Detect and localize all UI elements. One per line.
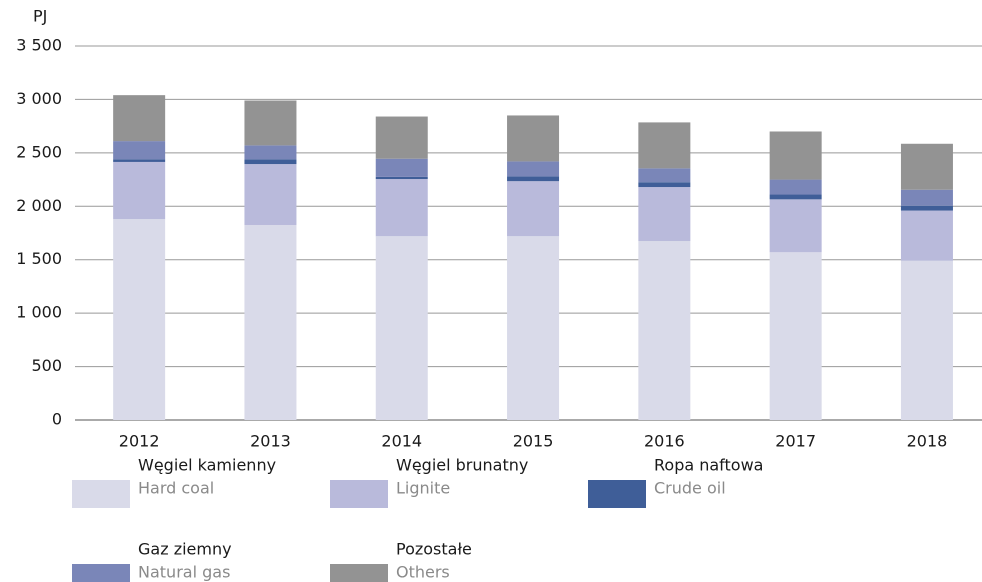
legend-swatch (72, 564, 130, 582)
legend-swatch (72, 480, 130, 508)
bar-segment (769, 194, 822, 200)
bar-segment (244, 145, 297, 160)
bar-segment (507, 181, 560, 237)
x-tick-label: 2018 (907, 432, 948, 451)
legend-label-en: Natural gas (138, 563, 230, 582)
x-tick-label: 2016 (644, 432, 685, 451)
bar-segment (900, 205, 953, 211)
legend-label-en: Hard coal (138, 479, 214, 498)
bar-segment (638, 168, 691, 183)
bar-segment (113, 95, 166, 142)
legend-swatch (588, 480, 646, 508)
legend-label: Pozostałe (396, 540, 472, 559)
bar-segment (113, 219, 166, 420)
legend-label-en: Lignite (396, 479, 450, 498)
bar-segment (244, 224, 297, 420)
legend-label: Węgiel brunatny (396, 456, 528, 475)
bar-segment (375, 179, 428, 237)
bar-segment (638, 122, 691, 169)
bar-segment (507, 161, 560, 177)
bar-segment (638, 241, 691, 420)
x-tick-label: 2015 (513, 432, 554, 451)
bar-segment (244, 164, 297, 225)
legend-label: Ropa naftowa (654, 456, 763, 475)
bar-segment (638, 187, 691, 242)
bar-segment (244, 159, 297, 165)
legend-swatch (330, 480, 388, 508)
bar-segment (244, 100, 297, 146)
bar-segment (375, 116, 428, 159)
bar-segment (375, 158, 428, 177)
bar-segment (900, 143, 953, 190)
y-tick-label: 3 500 (16, 36, 62, 55)
bar-segment (113, 161, 166, 220)
bar-segment (900, 189, 953, 206)
x-tick-label: 2012 (119, 432, 160, 451)
y-tick-label: 2 500 (16, 142, 62, 161)
bar-segment (769, 252, 822, 420)
y-tick-label: 500 (31, 356, 62, 375)
x-tick-label: 2013 (250, 432, 291, 451)
y-tick-label: 2 000 (16, 196, 62, 215)
bar-segment (375, 236, 428, 420)
bar-segment (507, 176, 560, 182)
legend-swatch (330, 564, 388, 582)
bar-segment (113, 159, 166, 162)
y-tick-label: 1 500 (16, 249, 62, 268)
y-tick-label: 0 (52, 410, 62, 429)
bar-segment (638, 182, 691, 188)
bar-segment (507, 236, 560, 420)
legend-label: Węgiel kamienny (138, 456, 276, 475)
legend-label-en: Crude oil (654, 479, 726, 498)
bar-segment (769, 131, 822, 180)
bar-segment (900, 210, 953, 261)
y-unit: PJ (33, 7, 47, 26)
bar-segment (769, 179, 822, 195)
bar-segment (507, 115, 560, 162)
legend-label-en: Others (396, 563, 450, 582)
x-tick-label: 2017 (775, 432, 816, 451)
legend-label: Gaz ziemny (138, 540, 232, 559)
bar-segment (375, 176, 428, 180)
y-tick-label: 3 000 (16, 89, 62, 108)
y-tick-label: 1 000 (16, 303, 62, 322)
bar-segment (769, 199, 822, 253)
bar-segment (113, 141, 166, 160)
bar-segment (900, 260, 953, 420)
x-tick-label: 2014 (381, 432, 422, 451)
